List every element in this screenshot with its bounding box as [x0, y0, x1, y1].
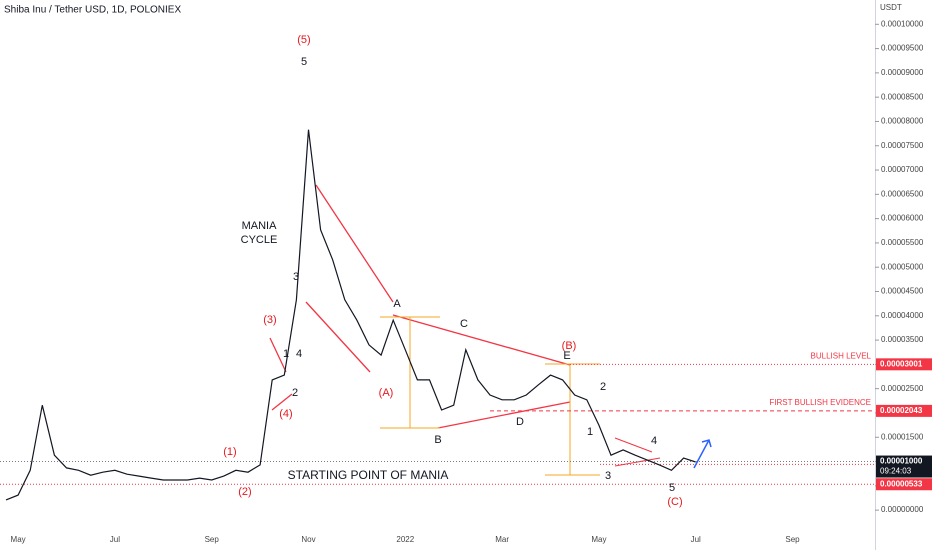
level-tag: [876, 358, 932, 371]
wave-label: MANIA: [242, 220, 278, 232]
last-price-label: 0.00001000: [880, 457, 923, 466]
wave-label: 4: [296, 348, 302, 360]
wave-label: 2: [292, 387, 298, 399]
y-tick-label: 0.00007000: [881, 165, 924, 174]
wave-label: (2): [238, 486, 251, 498]
wave-label: 3: [293, 271, 299, 283]
x-tick-label: Nov: [301, 535, 315, 544]
countdown: 09:24:03: [880, 467, 912, 476]
level-tag: [876, 478, 932, 491]
wave-label: STARTING POINT OF MANIA: [288, 468, 449, 482]
wave-label: B: [434, 434, 441, 446]
y-tick-label: 0.00006500: [881, 189, 924, 198]
y-tick-label: 0.00009000: [881, 68, 924, 77]
wave-label: 5: [669, 482, 675, 494]
y-tick-label: 0.00001500: [881, 432, 924, 441]
y-tick-label: 0.00008500: [881, 92, 924, 101]
wave-label: 1: [283, 348, 289, 360]
wave-label: D: [516, 416, 524, 428]
level-tag: [876, 404, 932, 417]
wave-label: (C): [667, 496, 682, 508]
wave-label: (A): [379, 387, 394, 399]
x-tick-label: 2022: [396, 535, 414, 544]
wave-label: C: [460, 318, 468, 330]
y-tick-label: 0.00002500: [881, 384, 924, 393]
y-tick-label: 0.00004000: [881, 311, 924, 320]
y-tick-label: 0.00008000: [881, 117, 924, 126]
level-label: 0.00000533: [880, 479, 923, 488]
y-tick-label: 0.00009500: [881, 44, 924, 53]
x-tick-label: Jul: [691, 535, 701, 544]
y-tick-label: 0.00000000: [881, 505, 924, 514]
x-tick-label: Jul: [110, 535, 120, 544]
x-tick-label: Mar: [495, 535, 509, 544]
wave-label: 1: [587, 426, 593, 438]
wave-label: (5): [297, 34, 310, 46]
y-tick-label: 0.00003500: [881, 335, 924, 344]
wave-label: 5: [301, 56, 307, 68]
y-tick-label: 0.00005500: [881, 238, 924, 247]
wave-label: 3: [605, 470, 611, 482]
x-tick-label: Sep: [205, 535, 220, 544]
wave-label: (1): [223, 446, 236, 458]
level-name: FIRST BULLISH EVIDENCE: [769, 398, 871, 407]
y-axis-label: USDT: [880, 3, 902, 12]
price-line: [5, 129, 696, 501]
level-name: BULLISH LEVEL: [811, 351, 872, 360]
y-tick-label: 0.00004500: [881, 287, 924, 296]
y-tick-label: 0.00006000: [881, 214, 924, 223]
x-tick-label: Sep: [785, 535, 800, 544]
level-label: 0.00003001: [880, 359, 923, 368]
wave-label: A: [393, 298, 401, 310]
wave-label: (4): [279, 408, 292, 420]
y-tick-label: 0.00005000: [881, 262, 924, 271]
wave-label: 4: [651, 435, 657, 447]
y-tick-label: 0.00007500: [881, 141, 924, 150]
wave-label: (3): [263, 314, 276, 326]
chart-title: Shiba Inu / Tether USD, 1D, POLONIEX: [4, 5, 181, 16]
level-label: 0.00002043: [880, 406, 923, 415]
wave-label: CYCLE: [241, 234, 278, 246]
wave-label: 2: [600, 381, 606, 393]
wave-label: (B): [562, 340, 577, 352]
y-tick-label: 0.00010000: [881, 19, 924, 28]
x-tick-label: May: [591, 535, 606, 544]
y-axis: 0.00010000 0.00009500 0.00009000 0.00008500…: [875, 19, 924, 514]
x-tick-label: May: [11, 535, 26, 544]
drawings: [269, 184, 712, 476]
wave-label: E: [563, 350, 570, 362]
last-price-tag: [876, 455, 932, 478]
